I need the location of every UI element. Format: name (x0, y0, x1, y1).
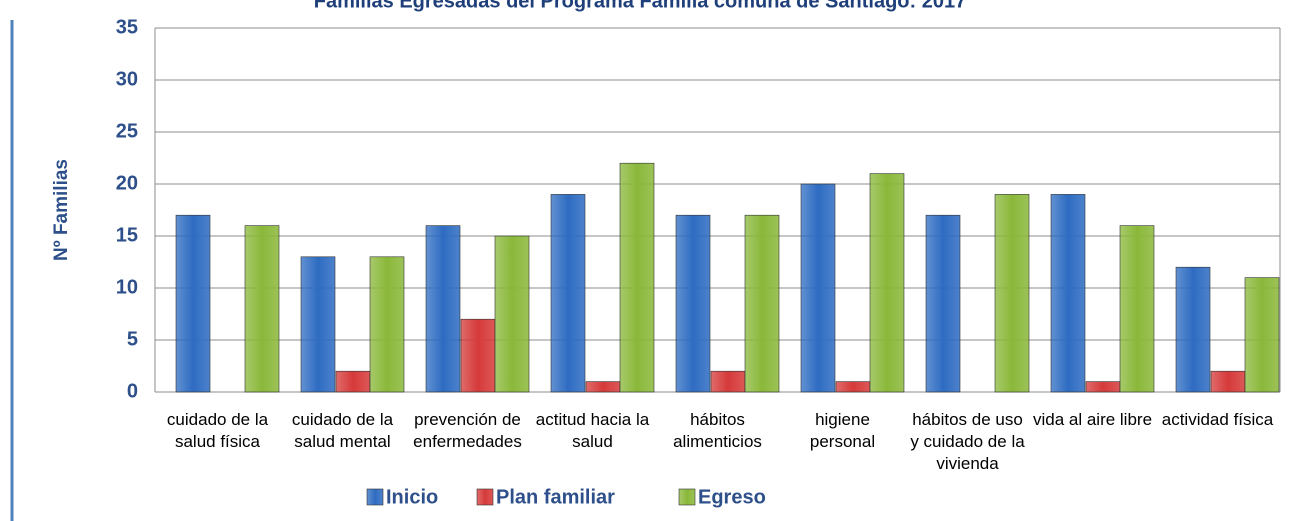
bar (675, 214, 711, 393)
x-tick-label: cuidado de la salud mental (291, 410, 394, 451)
y-tick-label: 25 (116, 120, 138, 142)
bar (425, 225, 461, 393)
y-tick-label: 15 (116, 224, 138, 246)
bar (460, 318, 496, 393)
legend-label: Plan familiar (496, 486, 615, 508)
legend-swatch (476, 488, 494, 506)
bar (1210, 370, 1246, 393)
x-tick-label: actividad física (1161, 410, 1274, 429)
x-tick-label: actitud hacia la salud (535, 410, 650, 451)
bar (585, 381, 621, 393)
legend-label: Egreso (698, 486, 766, 508)
x-tick-label: higiene personal (809, 410, 876, 451)
bar (369, 256, 405, 393)
x-tick-label: vida al aire libre (1032, 410, 1153, 429)
bar (1175, 266, 1211, 393)
bar (619, 162, 655, 393)
bar (835, 381, 871, 393)
x-tick-label: hábitos de uso y cuidado de la vivienda (910, 410, 1025, 473)
y-axis-label: Nº Familias (51, 159, 72, 261)
bar (1244, 277, 1280, 393)
bar (335, 370, 371, 393)
x-tick-label: cuidado de la salud física (166, 410, 269, 451)
legend-swatch (366, 488, 384, 506)
bar (300, 256, 336, 393)
bar (1085, 381, 1121, 393)
bar (744, 214, 780, 393)
y-tick-label: 0 (127, 380, 138, 402)
bar (925, 214, 961, 393)
legend-label: Inicio (386, 486, 438, 508)
chart-title: Familias Egresadas del Programa Familia … (314, 0, 966, 12)
y-tick-label: 30 (116, 68, 138, 90)
bar (869, 173, 905, 393)
bar (1050, 194, 1086, 393)
bar (550, 194, 586, 393)
y-tick-label: 35 (116, 16, 138, 38)
y-tick-label: 20 (116, 172, 138, 194)
x-tick-label: hábitos alimenticios (673, 410, 762, 451)
bar (175, 214, 211, 393)
legend-swatch (678, 488, 696, 506)
bar (994, 194, 1030, 393)
y-tick-label: 10 (116, 276, 138, 298)
bar (244, 225, 280, 393)
bar (800, 183, 836, 393)
bar (494, 235, 530, 393)
bar (710, 370, 746, 393)
bar (1119, 225, 1155, 393)
y-tick-label: 5 (127, 328, 138, 350)
x-tick-label: prevención de enfermedades (413, 410, 522, 451)
